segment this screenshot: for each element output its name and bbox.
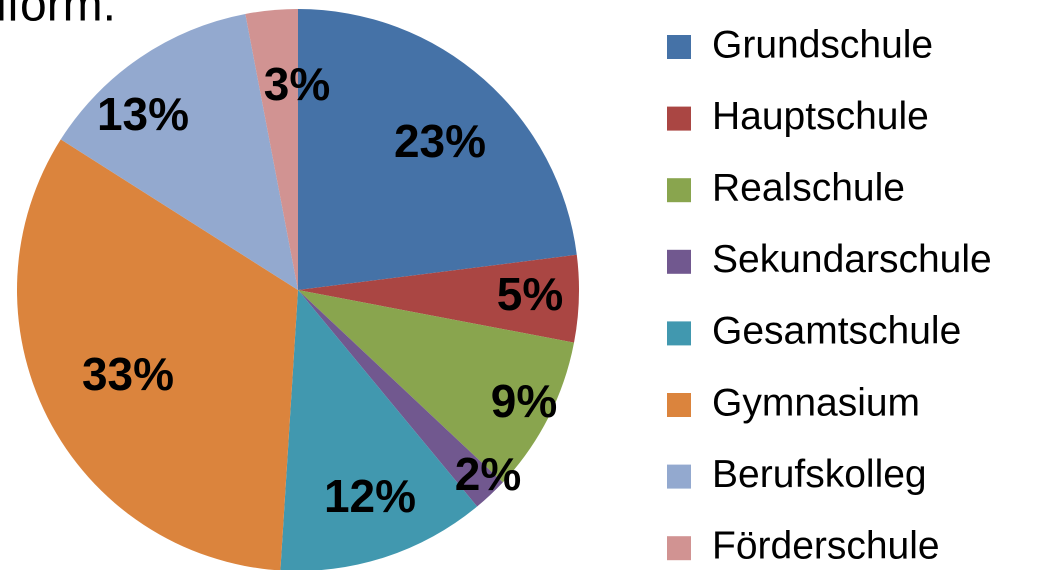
legend-swatch [667,249,691,274]
legend-swatch [667,35,691,59]
pie-slice [298,254,579,343]
legend-label: Berufskolleg [712,453,927,496]
legend-label: Förderschule [712,524,940,567]
pie-slice [17,139,298,570]
legend-label: Hauptschule [712,95,929,138]
pie-slice [280,290,478,570]
data-label: 2% [455,448,521,500]
data-label: 3% [264,58,330,110]
pie-slice [298,9,577,290]
legend-label: Grundschule [712,23,933,66]
legend-swatch [667,464,691,489]
chart-title: lform. [0,0,116,32]
data-label: 13% [97,88,189,140]
legend-swatch [667,393,691,417]
legend-swatch [667,321,691,346]
data-label: 12% [324,470,416,522]
legend-label: Gesamtschule [712,310,961,353]
legend-swatch [667,106,691,131]
legend-swatch [667,536,691,561]
legend-label: Realschule [712,166,905,209]
data-label: 5% [497,268,563,320]
legend-label: Gymnasium [712,381,920,424]
data-label: 9% [491,375,557,427]
pie-slice [298,290,503,507]
pie-slice [245,9,298,290]
pie-slice [60,13,299,290]
pie-slice [298,290,575,483]
data-label: 33% [82,348,174,400]
legend-swatch [667,178,691,203]
data-label: 23% [394,115,486,167]
legend-label: Sekundarschule [712,238,992,281]
